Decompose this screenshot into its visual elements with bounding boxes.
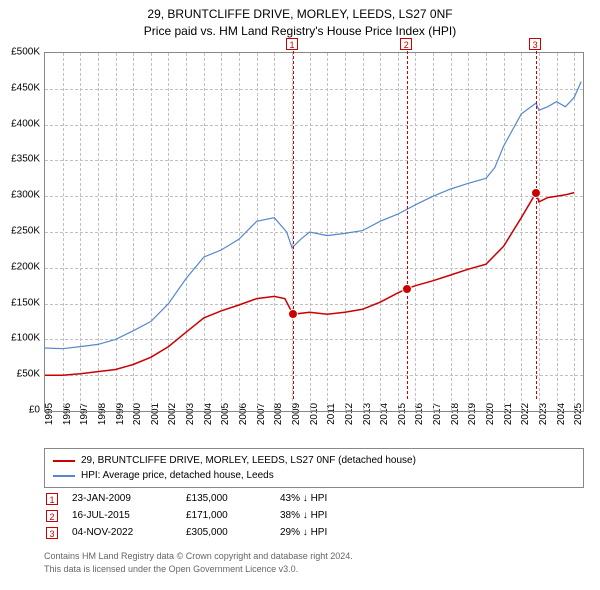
event-marker-2: 2: [400, 38, 412, 50]
event-vline: [293, 41, 294, 399]
chart-lines: [45, 53, 583, 411]
event-vline: [407, 41, 408, 399]
ytick-label: £300K: [11, 190, 40, 201]
legend: 29, BRUNTCLIFFE DRIVE, MORLEY, LEEDS, LS…: [44, 448, 584, 488]
event-point-3: [531, 188, 541, 198]
ytick-label: £450K: [11, 82, 40, 93]
event-date: 23-JAN-2009: [72, 490, 172, 507]
event-table: 1 23-JAN-2009 £135,000 43% ↓ HPI 2 16-JUL-201…: [44, 490, 584, 541]
legend-swatch-property: [53, 460, 75, 462]
event-marker-3: 3: [529, 38, 541, 50]
event-marker-1: 1: [286, 38, 298, 50]
legend-label-hpi: HPI: Average price, detached house, Leed…: [81, 468, 274, 483]
chart-title: 29, BRUNTCLIFFE DRIVE, MORLEY, LEEDS, LS…: [0, 0, 600, 40]
ytick-label: £0: [29, 405, 40, 416]
event-diff: 43% ↓ HPI: [280, 490, 327, 507]
event-point-1: [288, 309, 298, 319]
title-line1: 29, BRUNTCLIFFE DRIVE, MORLEY, LEEDS, LS…: [0, 6, 600, 23]
footer-line2: This data is licensed under the Open Gov…: [44, 563, 353, 576]
ytick-label: £400K: [11, 118, 40, 129]
event-row-marker: 3: [46, 527, 58, 539]
series-hpi: [45, 82, 581, 349]
ytick-label: £350K: [11, 154, 40, 165]
event-price: £135,000: [186, 490, 266, 507]
event-price: £171,000: [186, 507, 266, 524]
legend-label-property: 29, BRUNTCLIFFE DRIVE, MORLEY, LEEDS, LS…: [81, 453, 416, 468]
event-row-marker: 1: [46, 493, 58, 505]
footer-line1: Contains HM Land Registry data © Crown c…: [44, 550, 353, 563]
series-property: [45, 193, 574, 376]
ytick-label: £250K: [11, 226, 40, 237]
event-diff: 38% ↓ HPI: [280, 507, 327, 524]
title-line2: Price paid vs. HM Land Registry's House …: [0, 23, 600, 40]
legend-row-property: 29, BRUNTCLIFFE DRIVE, MORLEY, LEEDS, LS…: [53, 453, 575, 468]
event-row: 1 23-JAN-2009 £135,000 43% ↓ HPI: [44, 490, 584, 507]
event-row: 3 04-NOV-2022 £305,000 29% ↓ HPI: [44, 524, 584, 541]
chart-container: 29, BRUNTCLIFFE DRIVE, MORLEY, LEEDS, LS…: [0, 0, 600, 590]
ytick-label: £100K: [11, 333, 40, 344]
event-row-marker: 2: [46, 510, 58, 522]
legend-row-hpi: HPI: Average price, detached house, Leed…: [53, 468, 575, 483]
event-diff: 29% ↓ HPI: [280, 524, 327, 541]
footer: Contains HM Land Registry data © Crown c…: [44, 550, 353, 575]
legend-swatch-hpi: [53, 475, 75, 477]
event-date: 04-NOV-2022: [72, 524, 172, 541]
plot-area: [44, 52, 584, 412]
ytick-label: £200K: [11, 261, 40, 272]
ytick-label: £500K: [11, 47, 40, 58]
ytick-label: £50K: [17, 369, 40, 380]
event-date: 16-JUL-2015: [72, 507, 172, 524]
event-point-2: [402, 284, 412, 294]
event-row: 2 16-JUL-2015 £171,000 38% ↓ HPI: [44, 507, 584, 524]
event-vline: [536, 41, 537, 399]
event-price: £305,000: [186, 524, 266, 541]
ytick-label: £150K: [11, 297, 40, 308]
